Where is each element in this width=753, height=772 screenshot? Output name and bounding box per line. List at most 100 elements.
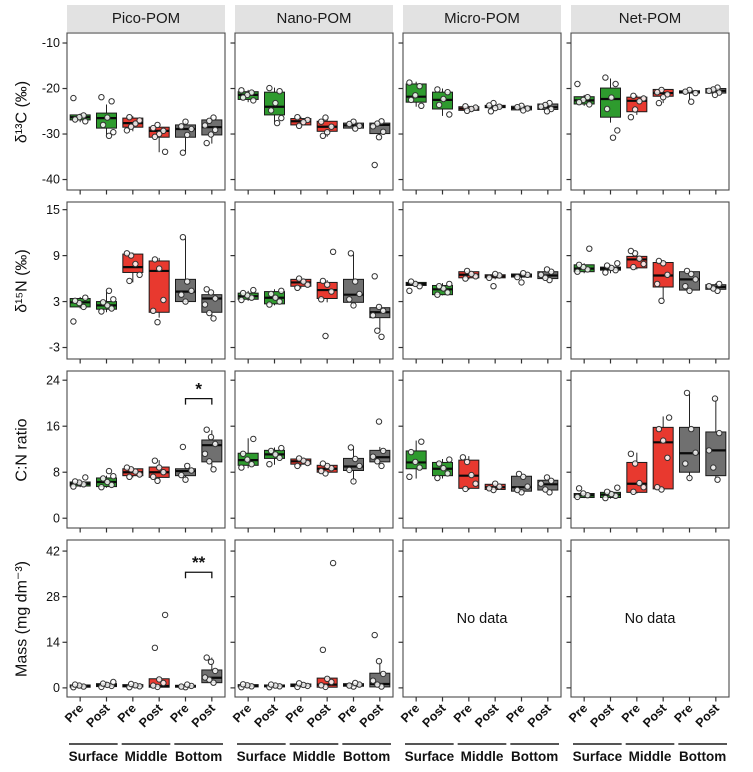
- data-point: [99, 299, 107, 306]
- x-tick-label-pre: Pre: [283, 701, 307, 725]
- data-point: [654, 280, 661, 288]
- data-point: [609, 134, 617, 141]
- data-point: [683, 389, 691, 397]
- data-point: [380, 670, 387, 678]
- depth-group-label-middle: Middle: [461, 749, 504, 764]
- data-point: [123, 127, 131, 134]
- data-point: [380, 447, 387, 455]
- box-pre-surface: [69, 94, 91, 125]
- y-axis-title-mass: Mass (mg dm⁻³): [13, 560, 31, 677]
- y-tick-label: 24: [46, 373, 60, 387]
- data-point: [416, 464, 423, 471]
- box-post-surface: [432, 86, 453, 118]
- data-point: [161, 148, 169, 156]
- data-point: [318, 118, 325, 125]
- data-point: [580, 490, 587, 497]
- data-point: [182, 476, 189, 483]
- data-point: [654, 484, 661, 491]
- box-post-bottom: [537, 99, 559, 115]
- x-tick-label-post: Post: [420, 701, 450, 731]
- box-post-bottom: [705, 395, 727, 483]
- data-point: [108, 481, 115, 489]
- x-tick-label-pre: Pre: [619, 701, 643, 725]
- data-point: [630, 263, 637, 271]
- data-point: [154, 319, 161, 326]
- data-point: [486, 102, 493, 109]
- depth-group-label-middle: Middle: [293, 749, 336, 764]
- data-point: [346, 682, 353, 689]
- box-pre-surface: [69, 474, 91, 490]
- data-point: [490, 283, 497, 290]
- data-point: [151, 256, 159, 263]
- data-point: [276, 88, 283, 95]
- panel-frame: [66, 539, 226, 698]
- y-tick-label: -3: [49, 341, 60, 355]
- box-pre-surface: [405, 438, 427, 480]
- data-point: [182, 298, 189, 305]
- data-point: [603, 488, 611, 495]
- box-pre-bottom: [511, 470, 532, 496]
- box-post-surface: [264, 287, 285, 308]
- data-point: [602, 269, 609, 276]
- box-post-middle: [316, 248, 338, 340]
- data-point: [575, 99, 583, 106]
- data-point: [631, 460, 639, 467]
- box-post-bottom: [201, 114, 223, 147]
- data-point: [150, 682, 157, 689]
- data-point: [161, 611, 169, 619]
- box-post-middle: [652, 257, 674, 304]
- y-tick-label: -20: [42, 82, 60, 96]
- data-point: [543, 266, 551, 273]
- box-post-middle: [148, 121, 170, 156]
- data-point: [207, 658, 215, 665]
- data-point: [468, 270, 475, 278]
- y-tick-label: 3: [53, 295, 60, 309]
- box-pre-surface: [573, 245, 595, 275]
- depth-group-label-bottom: Bottom: [511, 749, 558, 764]
- data-point: [203, 286, 210, 293]
- data-point: [110, 678, 117, 686]
- box-pre-bottom: [175, 681, 196, 691]
- data-point: [276, 298, 283, 305]
- box-post-middle: [148, 457, 170, 484]
- box-post-bottom: [369, 418, 391, 470]
- data-point: [514, 273, 521, 281]
- data-point: [250, 97, 257, 104]
- box-pre-middle: [626, 247, 648, 271]
- box-pre-bottom: [679, 267, 700, 294]
- data-point: [374, 458, 381, 465]
- data-point: [407, 448, 415, 456]
- data-point: [603, 105, 611, 113]
- data-point: [154, 477, 161, 484]
- data-point: [711, 91, 719, 99]
- data-point: [278, 114, 285, 122]
- data-point: [630, 92, 637, 100]
- data-point: [692, 276, 699, 283]
- data-point: [574, 268, 581, 275]
- data-point: [346, 466, 353, 474]
- data-point: [188, 287, 195, 294]
- box-post-bottom: [705, 280, 727, 294]
- box-post-middle: [484, 270, 506, 290]
- data-point: [350, 478, 357, 485]
- box-post-bottom: [201, 286, 223, 322]
- panel-0-3: [566, 32, 730, 195]
- x-tick-label-post: Post: [252, 701, 282, 731]
- data-point: [239, 289, 247, 297]
- data-point: [380, 128, 387, 136]
- data-point: [640, 484, 647, 491]
- data-point: [188, 125, 195, 133]
- data-point: [71, 297, 79, 304]
- data-point: [468, 471, 475, 479]
- data-point: [160, 469, 167, 476]
- panel-3-2: [398, 539, 562, 702]
- data-point: [136, 117, 143, 124]
- data-point: [548, 477, 555, 484]
- data-point: [98, 484, 105, 491]
- data-point: [238, 296, 245, 304]
- data-point: [178, 471, 185, 479]
- data-point: [374, 327, 381, 334]
- data-point: [655, 257, 663, 265]
- data-point: [380, 307, 387, 314]
